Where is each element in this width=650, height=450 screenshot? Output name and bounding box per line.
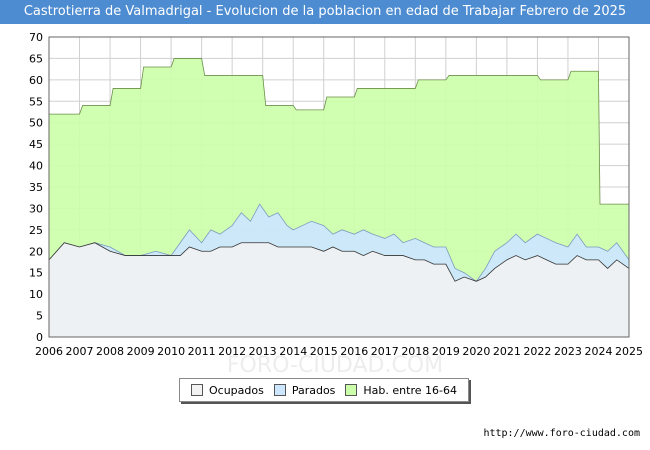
y-tick-label: 50: [29, 117, 43, 130]
x-tick-label: 2014: [279, 345, 307, 358]
y-tick-label: 65: [29, 52, 43, 65]
y-tick-label: 20: [29, 245, 43, 258]
y-tick-label: 55: [29, 95, 43, 108]
x-tick-labels: 2006 2007 2008 2009 2010 2011 2012 2013 2014 2015…: [35, 345, 643, 358]
x-tick-label: 2008: [96, 345, 124, 358]
x-tick-label: 2007: [66, 345, 94, 358]
y-tick-label: 40: [29, 160, 43, 173]
x-tick-label: 2016: [340, 345, 368, 358]
y-tick-label: 10: [29, 288, 43, 301]
line-ocupados: [48, 242, 630, 282]
source-link[interactable]: http://www.foro-ciudad.com: [483, 428, 640, 439]
y-tick-label: 15: [29, 267, 43, 280]
y-tick-label: 70: [29, 31, 43, 44]
x-tick-label: 2019: [432, 345, 460, 358]
legend-swatch-parados: [273, 384, 286, 396]
area-ocupados: [49, 242, 629, 337]
x-tick-label: 2010: [157, 345, 185, 358]
y-tick-label: 5: [36, 310, 43, 323]
y-tick-label: 30: [29, 202, 43, 215]
x-tick-label: 2024: [584, 345, 612, 358]
y-tick-label: 45: [29, 138, 43, 151]
x-tick-label: 2009: [127, 345, 155, 358]
x-tick-label: 2023: [554, 345, 582, 358]
legend-label-ocupados: Ocupados: [208, 383, 264, 397]
x-tick-label: 2025: [615, 345, 643, 358]
legend-item-ocupados: Ocupados: [190, 383, 264, 397]
y-tick-labels: 0 5 10 15 20 25 30 35 40 45 50 55 60 65 70: [29, 31, 43, 344]
legend-label-hab: Hab. entre 16-64: [363, 383, 457, 397]
legend-item-hab: Hab. entre 16-64: [345, 384, 457, 397]
x-tick-label: 2012: [218, 345, 246, 358]
x-tick-label: 2022: [523, 345, 551, 358]
chart-title: Castrotierra de Valmadrigal - Evolucion …: [0, 0, 650, 24]
legend-swatch-hab: [345, 384, 358, 396]
legend: Ocupados Parados Hab. entre 16-64: [179, 378, 469, 402]
x-tick-label: 2021: [493, 345, 521, 358]
x-tick-label: 2017: [371, 345, 399, 358]
x-tick-label: 2006: [35, 345, 63, 358]
y-tick-label: 0: [36, 331, 43, 344]
series-areas: [48, 58, 630, 338]
x-tick-label: 2018: [401, 345, 429, 358]
legend-swatch-ocupados: [190, 384, 203, 396]
axes: [48, 36, 630, 338]
plot-frame: [48, 36, 630, 338]
x-tick-label: 2013: [249, 345, 277, 358]
line-parados: [48, 203, 630, 282]
x-tick-label: 2015: [310, 345, 338, 358]
legend-label-parados: Parados: [291, 383, 336, 397]
y-tick-label: 35: [29, 181, 43, 194]
legend-item-parados: Parados: [273, 383, 336, 397]
x-tick-label: 2020: [462, 345, 490, 358]
watermark: FORO-CIUDAD.COM: [227, 353, 443, 378]
x-tick-label: 2011: [188, 345, 216, 358]
line-hab-entre-16-64: [49, 58, 629, 205]
y-tick-label: 25: [29, 224, 43, 237]
y-tick-label: 60: [29, 74, 43, 87]
